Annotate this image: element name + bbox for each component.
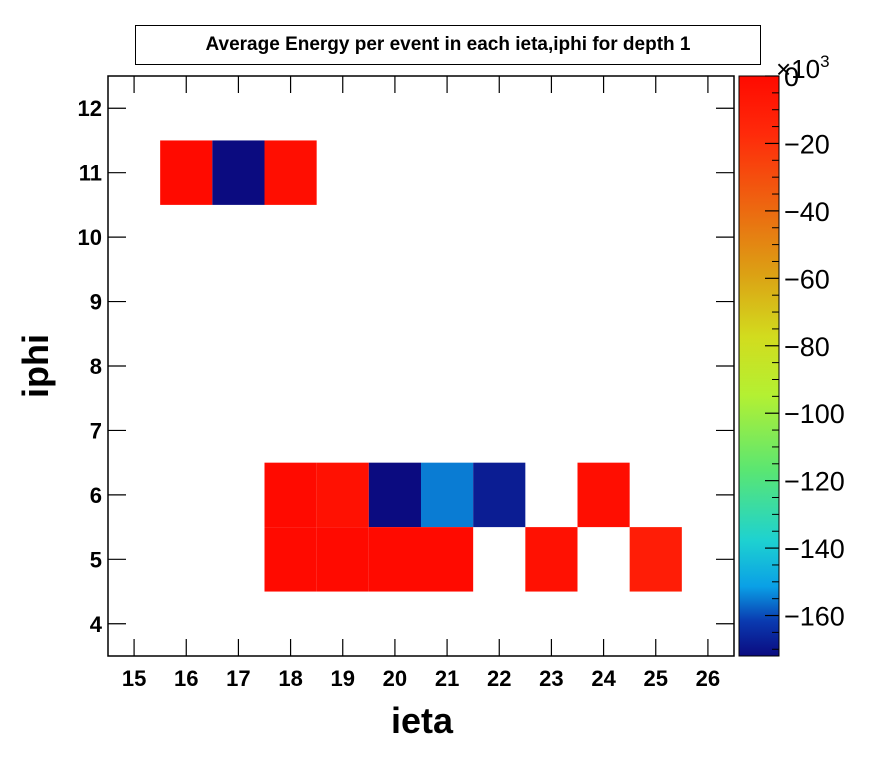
y-tick-label: 12 <box>78 96 102 121</box>
heatmap-cell <box>368 462 421 528</box>
x-tick-label: 26 <box>696 666 720 691</box>
colorbar-tick-label: 0 <box>784 62 799 92</box>
x-tick-label: 19 <box>331 666 355 691</box>
x-axis: 15 16 17 18 19 20 21 22 23 24 25 26 <box>122 76 720 691</box>
y-tick-label: 6 <box>90 483 102 508</box>
colorbar-tick-label: −60 <box>784 264 830 294</box>
heatmap-cell <box>160 140 213 205</box>
chart-title-text: Average Energy per event in each ieta,ip… <box>205 34 691 55</box>
heatmap-cell <box>368 527 421 592</box>
heatmap-cell <box>264 140 317 205</box>
heatmap-cell <box>264 527 317 592</box>
heatmap-cell <box>421 527 474 592</box>
heatmap-cell <box>316 462 369 528</box>
heatmap-cell <box>577 462 630 528</box>
colorbar-exponent-base: ×10 <box>776 54 820 84</box>
x-tick-label: 16 <box>174 666 198 691</box>
x-tick-label: 22 <box>487 666 511 691</box>
y-axis-label: iphi <box>15 334 56 398</box>
colorbar-tick-label: −100 <box>784 399 845 429</box>
y-tick-label: 11 <box>79 161 102 186</box>
x-tick-label: 20 <box>383 666 407 691</box>
colorbar-tick-label: −160 <box>784 602 845 632</box>
y-tick-label: 10 <box>78 225 102 250</box>
colorbar <box>738 75 780 657</box>
heatmap-cell <box>473 462 526 528</box>
colorbar-tick-label: −80 <box>784 332 830 362</box>
x-tick-label: 18 <box>278 666 302 691</box>
colorbar-tick-label: −140 <box>784 534 845 564</box>
y-tick-label: 5 <box>90 547 102 572</box>
colorbar-exponent-power: 3 <box>820 52 829 71</box>
colorbar-axis: 0 −20 −40 −60 −80 −100 −120 −140 −160 <box>765 62 845 650</box>
x-tick-label: 24 <box>591 666 616 691</box>
colorbar-exponent: ×103 <box>776 52 830 84</box>
heatmap-cell <box>316 527 369 592</box>
heatmap-cells <box>160 140 682 592</box>
colorbar-tick-label: −120 <box>784 467 845 497</box>
y-tick-label: 4 <box>90 612 103 637</box>
y-tick-label: 7 <box>90 418 102 443</box>
x-tick-label: 25 <box>644 666 668 691</box>
y-tick-label: 9 <box>90 290 102 315</box>
x-tick-label: 23 <box>539 666 563 691</box>
x-tick-label: 21 <box>435 666 459 691</box>
heatmap-cell <box>421 462 474 528</box>
colorbar-tick-label: −40 <box>784 197 830 227</box>
y-axis: 4 5 6 7 8 9 10 11 12 <box>78 96 734 637</box>
y-tick-label: 8 <box>90 354 102 379</box>
heatmap-cell <box>629 527 682 592</box>
x-tick-label: 17 <box>226 666 250 691</box>
heatmap-cell <box>525 527 578 592</box>
heatmap-cell <box>264 462 317 528</box>
colorbar-tick-label: −20 <box>784 129 830 159</box>
x-axis-label: ieta <box>391 700 454 741</box>
heatmap-cell <box>212 140 265 205</box>
x-tick-label: 15 <box>122 666 146 691</box>
chart-title: Average Energy per event in each ieta,ip… <box>135 25 761 65</box>
